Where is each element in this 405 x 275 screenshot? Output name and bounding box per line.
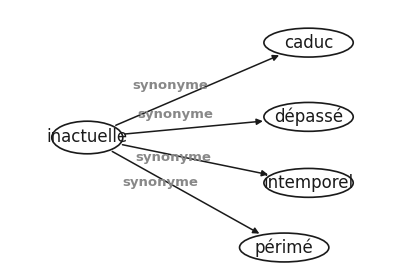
Text: synonyme: synonyme <box>132 79 208 92</box>
Text: synonyme: synonyme <box>135 151 211 164</box>
Text: caduc: caduc <box>283 34 333 52</box>
Text: synonyme: synonyme <box>137 108 212 121</box>
Text: synonyme: synonyme <box>122 176 197 189</box>
Text: périmé: périmé <box>254 238 313 257</box>
Text: dépassé: dépassé <box>273 108 342 126</box>
Text: inactuelle: inactuelle <box>47 128 128 147</box>
Text: intemporel: intemporel <box>263 174 353 192</box>
